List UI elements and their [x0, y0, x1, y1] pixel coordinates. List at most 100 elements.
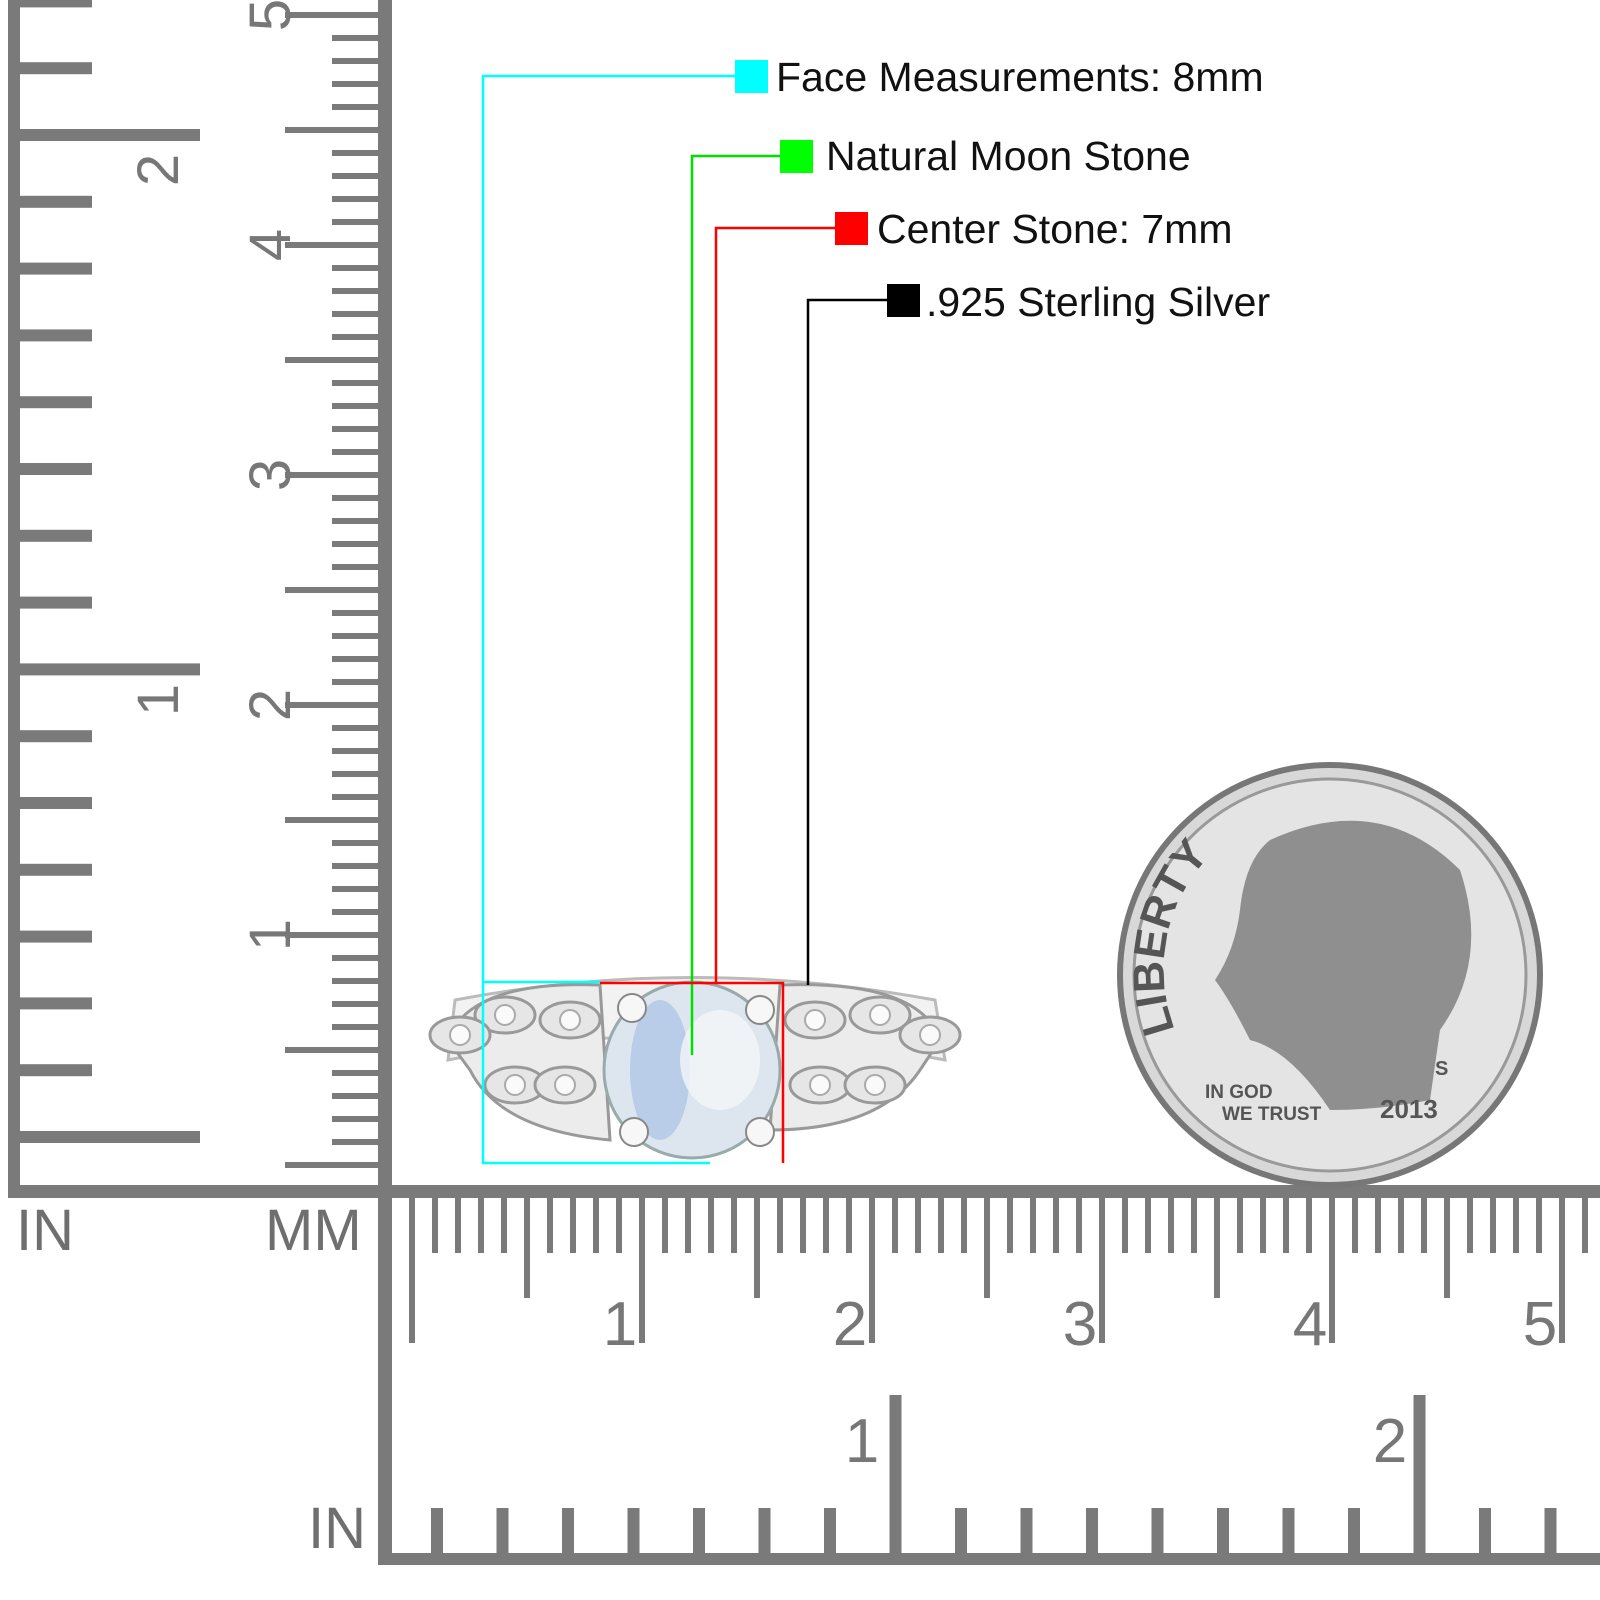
horizontal-inch-tick [824, 1508, 836, 1553]
horizontal-mm-tick [1421, 1198, 1427, 1253]
horizontal-mm-tick [1053, 1198, 1059, 1253]
vertical-mm-tick [332, 1139, 380, 1145]
horizontal-inch-tick [431, 1508, 443, 1553]
vertical-mm-tick [332, 1024, 380, 1030]
vertical-mm-tick [285, 817, 380, 823]
horizontal-mm-tick [478, 1198, 484, 1253]
horizontal-mm-tick [1122, 1198, 1128, 1253]
vertical-mm-tick [332, 150, 380, 156]
vertical-mm-tick [332, 35, 380, 41]
vertical-cm-label: 2 [238, 689, 303, 721]
horizontal-inch-tick [889, 1395, 902, 1553]
horizontal-mm-tick [662, 1198, 668, 1253]
horizontal-mm-tick [455, 1198, 461, 1253]
side-gem [554, 1074, 576, 1096]
ruler-frame [378, 0, 392, 1565]
vertical-mm-tick [332, 909, 380, 915]
legend-swatch [835, 212, 868, 245]
horizontal-inch-tick [758, 1508, 771, 1553]
vertical-mm-tick [332, 334, 380, 340]
coin-year: 2013 [1380, 1094, 1438, 1124]
horizontal-mm-tick [961, 1198, 967, 1253]
legend-sterling-silver: .925 Sterling Silver [926, 279, 1271, 325]
horizontal-cm-label: 3 [1063, 1290, 1097, 1359]
legend-natural-moon-stone: Natural Moon Stone [826, 133, 1191, 179]
horizontal-mm-tick [708, 1198, 714, 1253]
horizontal-mm-tick [869, 1198, 875, 1343]
horizontal-cm-label: 2 [833, 1290, 867, 1359]
vertical-mm-tick [285, 357, 380, 363]
horizontal-inch-label: 1 [845, 1407, 879, 1476]
vertical-mm-tick [285, 472, 380, 478]
horizontal-mm-tick [915, 1198, 921, 1253]
horizontal-mm-tick [1283, 1198, 1289, 1253]
vertical-inch-unit: IN [16, 1198, 74, 1263]
coin-mint-mark: S [1435, 1058, 1448, 1080]
vertical-mm-tick [285, 932, 380, 938]
prong [617, 993, 647, 1023]
ring-image [428, 976, 962, 1160]
vertical-mm-tick [332, 219, 380, 225]
legend-leader-lines [481, 74, 888, 1165]
horizontal-inch-tick [1413, 1395, 1426, 1553]
horizontal-mm-tick [823, 1198, 829, 1253]
vertical-inch-tick [20, 262, 92, 275]
vertical-mm-tick [285, 587, 380, 593]
horizontal-cm-label: 1 [603, 1290, 637, 1359]
vertical-inch-tick [20, 863, 92, 876]
vertical-mm-tick [332, 610, 380, 616]
horizontal-mm-tick [639, 1198, 645, 1343]
side-gem [804, 1009, 826, 1031]
vertical-mm-tick [332, 1093, 380, 1099]
horizontal-mm-tick [938, 1198, 944, 1253]
horizontal-mm-tick [754, 1198, 760, 1298]
vertical-mm-tick [332, 564, 380, 570]
horizontal-mm-tick [409, 1198, 415, 1343]
moonstone-highlight [680, 1010, 760, 1110]
vertical-mm-tick [332, 771, 380, 777]
horizontal-inch-tick [1544, 1508, 1557, 1553]
vertical-mm-tick [332, 426, 380, 432]
horizontal-mm-tick [800, 1198, 806, 1253]
horizontal-mm-tick [777, 1198, 783, 1253]
vertical-inch-tick [20, 129, 200, 141]
vertical-inch-tick [20, 195, 92, 208]
prong [619, 1117, 649, 1147]
vertical-cm-label: 1 [238, 919, 303, 951]
coin-portrait [1215, 820, 1472, 1110]
horizontal-inch-tick [955, 1508, 967, 1553]
vertical-inch-tick [20, 1131, 200, 1143]
vertical-mm-tick [332, 518, 380, 524]
vertical-cm-label: 4 [238, 229, 303, 261]
horizontal-mm-tick [1214, 1198, 1220, 1298]
legend-face-measurements: Face Measurements: 8mm [776, 54, 1264, 100]
horizontal-inch-tick [562, 1508, 574, 1553]
horizontal-inch-tick [1282, 1508, 1295, 1553]
moonstone-leader-line [690, 154, 781, 1055]
horizontal-mm-tick [1260, 1198, 1266, 1253]
vertical-mm-tick [285, 702, 380, 708]
horizontal-inch-tick [693, 1508, 705, 1553]
moonstone-sheen [630, 1000, 690, 1140]
horizontal-mm-tick [1237, 1198, 1243, 1253]
horizontal-mm-tick [731, 1198, 737, 1253]
side-gem [869, 1004, 891, 1026]
vertical-inch-tick [20, 1064, 92, 1077]
horizontal-mm-tick [501, 1198, 507, 1253]
vertical-inch-tick [20, 329, 92, 342]
horizontal-mm-tick [1536, 1198, 1542, 1253]
vertical-mm-tick [332, 955, 380, 961]
vertical-mm-tick [285, 12, 380, 18]
legend-swatch [780, 140, 813, 173]
horizontal-inch-label: 2 [1373, 1407, 1407, 1476]
horizontal-mm-tick [1007, 1198, 1013, 1253]
vertical-inch-tick [20, 463, 92, 475]
vertical-mm-tick [332, 633, 380, 639]
side-gem [494, 1004, 516, 1026]
ruler-frame [8, 0, 20, 1197]
vertical-inch-tick [20, 663, 200, 676]
horizontal-mm-tick [1490, 1198, 1496, 1253]
vertical-inch-tick [20, 730, 92, 743]
vertical-mm-tick [332, 449, 380, 455]
vertical-inch-tick [20, 997, 92, 1010]
